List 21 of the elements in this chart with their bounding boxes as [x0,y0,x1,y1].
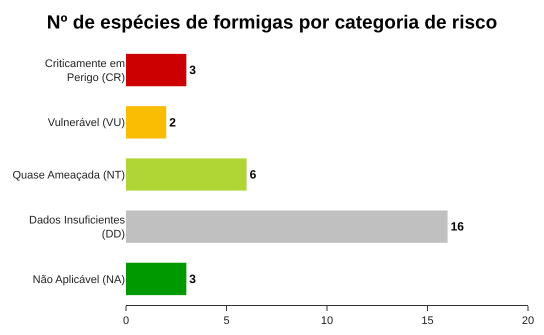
y-tick-label: Quase Ameaçada (NT) [12,169,125,182]
y-tick-label: Dados Insuficientes (DD) [29,214,126,241]
y-tick-label: Criticamente em Perigo (CR) [44,58,125,84]
bar [126,54,186,86]
x-tick-label: 20 [522,315,534,328]
data-label: 3 [189,272,196,286]
x-tick-label: 10 [320,315,334,328]
y-tick-label: Não Aplicável (NA) [32,274,125,286]
bar [126,106,166,138]
data-label: 16 [450,220,464,234]
y-tick-label: Vulnerável (VU) [48,117,125,130]
data-label: 6 [250,168,257,182]
x-tick-label: 5 [223,315,230,328]
x-tick-label: 0 [122,315,130,328]
bar [126,158,247,191]
chart-title: Nº de espécies de formigas por categoria de risco [46,12,498,34]
x-tick-label: 15 [421,315,434,328]
data-label: 3 [189,63,196,78]
bar [126,210,448,243]
data-label: 2 [169,115,176,130]
bar [126,262,186,296]
